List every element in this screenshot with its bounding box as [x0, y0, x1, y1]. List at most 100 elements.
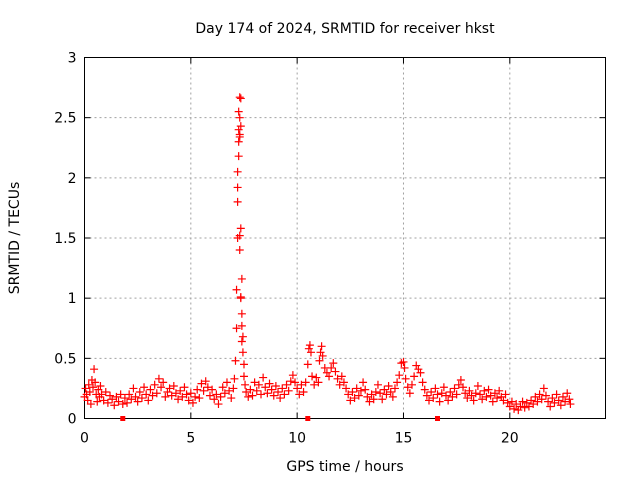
- data-point: [97, 390, 106, 399]
- data-point: [429, 394, 438, 403]
- data-point: [529, 400, 538, 409]
- data-point: [271, 382, 280, 391]
- data-point: [339, 378, 348, 387]
- data-point: [241, 380, 250, 389]
- data-point: [535, 390, 544, 399]
- y-axis-label: SRMTID / TECUs: [7, 182, 23, 295]
- data-point: [314, 378, 323, 387]
- data-point: [197, 379, 206, 388]
- data-point: [195, 394, 204, 403]
- data-point: [297, 380, 306, 389]
- data-point: [452, 390, 461, 399]
- data-point: [363, 392, 372, 401]
- data-point: [171, 389, 180, 398]
- data-point: [369, 395, 378, 404]
- data-point: [490, 389, 499, 398]
- data-point: [476, 390, 485, 399]
- data-point: [469, 396, 478, 405]
- data-point: [380, 385, 389, 394]
- data-point: [276, 394, 285, 403]
- data-point: [356, 386, 365, 395]
- data-point: [312, 373, 321, 382]
- data-point: [414, 365, 423, 374]
- y-tick-label: 0: [68, 412, 77, 428]
- data-point: [316, 348, 325, 357]
- data-point: [378, 395, 387, 404]
- data-point: [90, 365, 99, 374]
- data-point: [238, 332, 247, 341]
- data-point: [390, 384, 399, 393]
- data-point: [393, 378, 402, 387]
- data-point: [459, 383, 468, 392]
- data-point: [86, 400, 95, 409]
- data-point: [235, 93, 244, 102]
- data-point: [346, 396, 355, 405]
- data-point: [524, 402, 533, 411]
- data-point: [412, 361, 421, 370]
- data-point: [350, 394, 359, 403]
- y-tick-label: 1.5: [54, 231, 76, 247]
- data-point: [199, 386, 208, 395]
- data-point: [178, 392, 187, 401]
- data-point: [84, 380, 93, 389]
- data-point: [123, 398, 132, 407]
- data-point: [89, 383, 98, 392]
- data-point: [265, 379, 274, 388]
- data-point: [401, 374, 410, 383]
- data-point: [486, 391, 495, 400]
- data-point: [308, 372, 317, 381]
- y-tick-label: 1: [68, 291, 77, 307]
- data-point: [227, 394, 236, 403]
- data-point: [201, 377, 210, 386]
- data-point: [140, 383, 149, 392]
- data-point: [159, 378, 168, 387]
- data-point: [242, 388, 251, 397]
- data-point: [263, 389, 272, 398]
- data-point: [99, 396, 108, 405]
- data-point: [137, 394, 146, 403]
- data-point: [386, 388, 395, 397]
- x-tick-label: 10: [288, 431, 306, 447]
- data-point: [184, 396, 193, 405]
- data-point: [473, 382, 482, 391]
- data-point: [157, 383, 166, 392]
- data-point: [239, 372, 248, 381]
- data-point: [395, 371, 404, 380]
- data-point: [280, 390, 289, 399]
- data-point: [234, 152, 243, 161]
- data-point: [407, 380, 416, 389]
- y-tick-label: 0.5: [54, 351, 76, 367]
- data-point: [167, 391, 176, 400]
- data-point: [437, 389, 446, 398]
- data-point: [235, 246, 244, 255]
- data-point: [318, 351, 327, 360]
- data-point: [234, 125, 243, 134]
- data-point: [310, 380, 319, 389]
- data-point: [150, 380, 159, 389]
- data-point: [322, 368, 331, 377]
- data-point: [331, 367, 340, 376]
- data-point: [433, 390, 442, 399]
- data-point: [169, 382, 178, 391]
- data-point: [373, 380, 382, 389]
- data-point: [471, 389, 480, 398]
- data-point: [236, 224, 245, 233]
- data-point: [248, 391, 257, 400]
- data-point: [246, 385, 255, 394]
- y-tick-label: 2: [68, 171, 77, 187]
- baseline-marker: [305, 416, 311, 421]
- data-point: [269, 391, 278, 400]
- data-point: [467, 391, 476, 400]
- data-point: [222, 378, 231, 387]
- data-point: [359, 378, 368, 387]
- data-point: [214, 400, 223, 409]
- data-point: [236, 292, 245, 301]
- data-point: [291, 378, 300, 387]
- data-point: [235, 113, 244, 122]
- data-point: [250, 378, 259, 387]
- data-point: [233, 183, 242, 192]
- data-point: [152, 389, 161, 398]
- data-point: [539, 384, 548, 393]
- data-point: [516, 402, 525, 411]
